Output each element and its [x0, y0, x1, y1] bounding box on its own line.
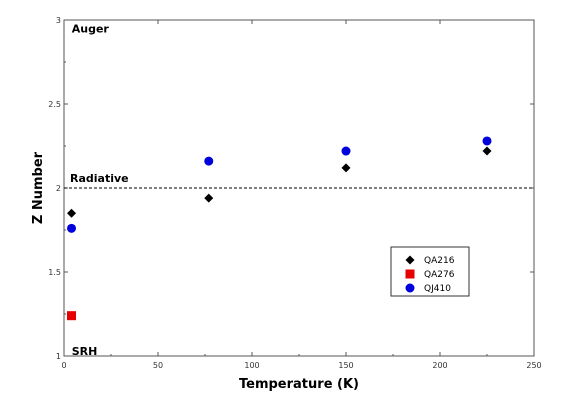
legend-label-qa276: QA276	[424, 270, 455, 280]
reference-line-label: Radiative	[70, 172, 129, 185]
annotation-auger: Auger	[72, 22, 110, 35]
data-point-qa276	[67, 311, 76, 320]
data-point-qj410	[67, 224, 76, 233]
y-tick-label: 3	[56, 16, 61, 25]
y-tick-label: 1.5	[48, 268, 61, 277]
data-point-qj410	[342, 147, 351, 156]
tick-labels: 0 50 100 150 200 250 1 1.5 2 2.5 3	[48, 16, 541, 370]
data-point-qj410	[483, 136, 492, 145]
data-point-qa216	[483, 147, 492, 156]
data-point-qa216	[204, 194, 213, 203]
legend-label-qa216: QA216	[424, 256, 455, 266]
legend-label-qj410: QJ410	[424, 284, 451, 294]
x-tick-label: 0	[61, 361, 66, 370]
legend: QA216 QA276 QJ410	[391, 247, 469, 296]
annotations: Auger SRH	[72, 22, 110, 358]
y-axis-title: Z Number	[31, 151, 46, 224]
legend-marker-qj410	[406, 284, 415, 293]
legend-marker-qa276	[406, 270, 415, 279]
data-point-qa216	[67, 209, 76, 218]
y-tick-label: 2	[56, 184, 61, 193]
x-tick-label: 250	[526, 361, 541, 370]
x-axis-title: Temperature (K)	[239, 377, 359, 392]
annotation-srh: SRH	[72, 345, 98, 358]
x-tick-label: 150	[338, 361, 353, 370]
y-tick-label: 1	[56, 352, 61, 361]
x-tick-label: 50	[153, 361, 163, 370]
x-tick-label: 200	[432, 361, 447, 370]
y-tick-label: 2.5	[48, 100, 61, 109]
data-point-qj410	[204, 157, 213, 166]
data-point-qa216	[342, 163, 351, 172]
x-tick-label: 100	[244, 361, 259, 370]
